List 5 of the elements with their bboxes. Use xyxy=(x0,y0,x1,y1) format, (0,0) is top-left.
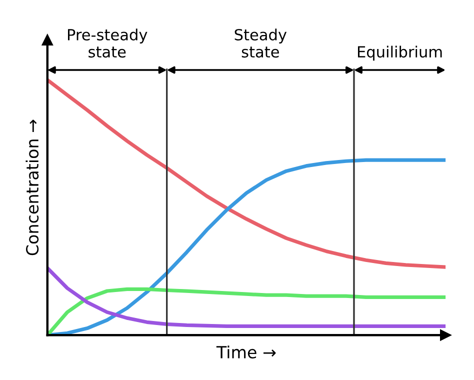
x-axis-title: Time → xyxy=(216,346,276,358)
text: Pre-steady state xyxy=(68,28,148,58)
y-axis-title: Concentration → xyxy=(26,120,39,256)
text: Equilibrium xyxy=(358,46,442,61)
text: Steady state xyxy=(234,28,287,58)
